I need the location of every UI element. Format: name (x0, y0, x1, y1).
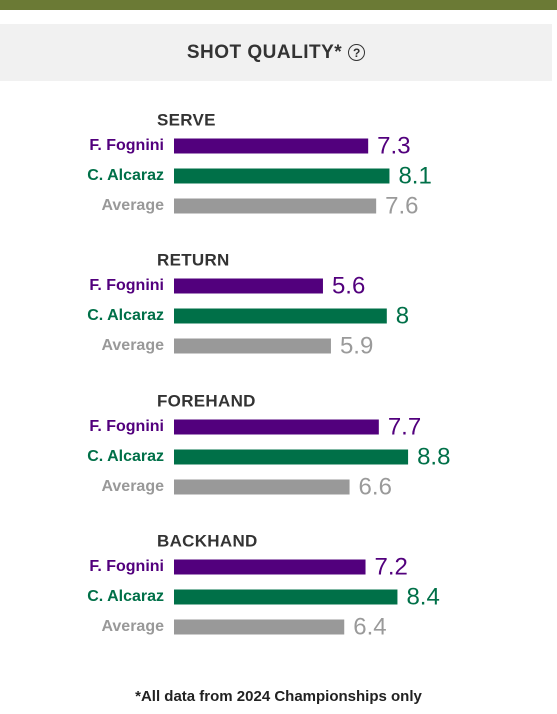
series-label-f-fognini: F. Fognini (89, 558, 164, 575)
value-label-forehand-average: 6.6 (359, 473, 392, 500)
bar-backhand-average (174, 619, 345, 635)
group-title-return: RETURN (157, 250, 230, 269)
bar-forehand-c-alcaraz (174, 449, 409, 465)
value-label-backhand-average: 6.4 (353, 613, 386, 640)
value-label-return-c-alcaraz: 8 (396, 302, 409, 329)
series-label-c-alcaraz: C. Alcaraz (87, 167, 164, 184)
series-label-c-alcaraz: C. Alcaraz (87, 448, 164, 465)
value-label-serve-c-alcaraz: 8.1 (398, 162, 431, 189)
value-label-serve-f-fognini: 7.3 (377, 132, 410, 159)
value-label-return-average: 5.9 (340, 332, 373, 359)
value-label-forehand-c-alcaraz: 8.8 (417, 443, 450, 470)
series-label-average: Average (101, 478, 164, 495)
value-label-serve-average: 7.6 (385, 192, 418, 219)
series-label-f-fognini: F. Fognini (89, 277, 164, 294)
top-accent-bar (0, 0, 557, 10)
bar-forehand-average (174, 479, 350, 495)
bar-serve-f-fognini (174, 138, 369, 154)
value-label-backhand-f-fognini: 7.2 (375, 553, 408, 580)
footnote: *All data from 2024 Championships only (135, 688, 422, 705)
value-label-forehand-f-fognini: 7.7 (388, 413, 421, 440)
series-label-c-alcaraz: C. Alcaraz (87, 588, 164, 605)
shot-quality-header: SHOT QUALITY* ? (0, 24, 552, 81)
series-label-average: Average (101, 337, 164, 354)
series-label-average: Average (101, 197, 164, 214)
series-label-f-fognini: F. Fognini (89, 418, 164, 435)
bar-serve-average (174, 198, 377, 214)
bar-return-f-fognini (174, 278, 323, 294)
value-label-backhand-c-alcaraz: 8.4 (406, 583, 439, 610)
bar-return-c-alcaraz (174, 308, 387, 324)
bar-backhand-c-alcaraz (174, 589, 398, 605)
shot-quality-chart: SERVE F. Fognini 7.3 C. Alcaraz 8.1 Average 7.… (87, 110, 450, 640)
bar-forehand-f-fognini (174, 419, 379, 435)
top-accent-gap (0, 10, 557, 14)
series-label-c-alcaraz: C. Alcaraz (87, 307, 164, 324)
question-circle-icon[interactable]: ? (348, 44, 366, 61)
header-title: SHOT QUALITY* (186, 41, 343, 63)
bar-return-average (174, 338, 331, 354)
series-label-f-fognini: F. Fognini (89, 137, 164, 154)
group-title-forehand: FOREHAND (157, 391, 256, 410)
group-title-backhand: BACKHAND (157, 531, 258, 550)
value-label-return-f-fognini: 5.6 (332, 272, 365, 299)
bar-serve-c-alcaraz (174, 168, 390, 184)
group-title-serve: SERVE (157, 110, 216, 129)
bar-backhand-f-fognini (174, 559, 366, 575)
series-label-average: Average (101, 618, 164, 635)
